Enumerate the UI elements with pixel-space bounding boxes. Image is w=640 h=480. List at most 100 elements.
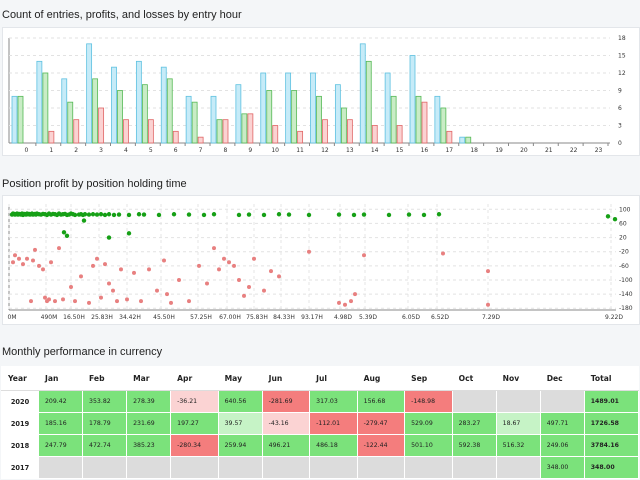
x-tick-label-1: 490M [41,314,58,321]
bar-losses-12 [322,119,328,144]
profit-point-66 [246,212,252,217]
x-tick-label-13: 13 [346,147,354,154]
loss-point-22 [95,256,99,261]
bar-losses-15 [396,125,403,144]
month-cell [356,456,406,479]
x-tick-label-11: 4.98D [334,314,352,321]
bar-losses-3 [98,107,105,144]
loss-point-52 [277,274,281,279]
loss-point-6 [31,258,35,263]
column-header-aug: Aug [356,366,406,391]
bar-entries-2 [61,78,68,144]
column-header-oct: Oct [451,366,497,391]
loss-point-12 [47,297,51,302]
loss-point-51 [269,269,273,274]
x-tick-label-10: 10 [271,147,279,154]
loss-point-34 [162,258,166,263]
profit-point-81 [64,233,70,238]
y-tick-label--180: -180 [619,305,633,312]
loss-point-31 [139,299,143,304]
loss-point-43 [222,256,226,261]
x-tick-label-2: 16.50H [63,314,85,321]
loss-point-57 [353,292,357,297]
bar-profits-15 [390,95,397,144]
bar-profits-7 [191,101,198,144]
x-tick-label-7: 7 [199,147,203,154]
bar-entries-1 [36,60,43,144]
total-cell: 3784.16 [583,434,640,457]
month-cell: 529.09 [404,412,453,435]
bar-entries-5 [135,60,142,144]
loss-point-7 [33,247,37,252]
profit-point-49 [86,212,92,217]
holding-time-chart-title: Position profit by position holding time [2,178,187,190]
loss-point-38 [187,299,191,304]
profit-point-74 [386,212,392,218]
column-header-sep: Sep [404,366,453,391]
profit-point-68 [276,212,282,217]
bar-entries-6 [160,66,167,144]
bar-entries-15 [384,72,391,144]
table-row: 2019 185.16 178.79 231.69 197.27 39.57 -43.16-… [1,412,640,435]
loss-point-55 [343,302,347,307]
bar-profits-2 [67,101,74,144]
month-cell: 259.94 [217,434,263,457]
loss-point-47 [242,293,246,298]
loss-point-45 [232,263,236,268]
bar-entries-11 [285,72,292,144]
bar-profits-12 [316,95,322,144]
profit-point-55 [111,212,117,218]
loss-point-30 [132,270,136,275]
profit-point-84 [81,218,87,223]
profit-point-72 [351,212,357,218]
loss-point-29 [125,297,129,302]
month-cell [495,456,541,479]
profit-point-82 [106,235,112,240]
loss-point-5 [29,299,33,304]
y-tick-label-60: 60 [619,220,627,227]
year-cell: 2018 [1,434,39,457]
profit-point-62 [186,212,192,217]
total-cell: 1489.01 [583,390,640,413]
entry-hour-chart-title: Count of entries, profits, and losses by… [2,9,242,21]
loss-point-59 [441,251,445,256]
bar-profits-11 [291,90,298,144]
x-tick-label-3: 3 [99,147,103,154]
bar-losses-6 [172,130,179,144]
month-cell: 486.18 [309,434,358,457]
x-tick-label-12: 5.39D [359,314,377,321]
y-tick-label--100: -100 [619,277,633,284]
profit-point-70 [306,212,312,218]
column-header-dec: Dec [539,366,585,391]
x-tick-label-12: 12 [321,147,329,154]
x-tick-label-4: 4 [124,147,128,154]
x-tick-label-20: 20 [520,147,528,154]
bar-entries-9 [235,84,242,144]
loss-point-17 [69,285,73,290]
x-tick-label-4: 34.42H [119,314,141,321]
month-cell [126,456,172,479]
month-cell: 640.56 [217,390,263,413]
loss-point-49 [252,256,256,261]
loss-point-33 [155,288,159,293]
loss-point-54 [337,300,341,305]
month-cell: 231.69 [126,412,172,435]
x-tick-label-16: 9.22D [605,314,623,321]
x-tick-label-0: 0M [8,314,17,321]
profit-point-83 [126,231,132,236]
profit-point-64 [211,212,217,217]
loss-point-15 [57,246,61,251]
profit-point-79 [612,216,618,222]
y-tick-label-15: 15 [618,53,626,60]
bar-entries-4 [111,66,117,144]
loss-point-39 [197,263,201,268]
x-tick-label-1: 1 [49,147,53,154]
month-cell: 348.00 [539,456,585,479]
loss-point-18 [73,299,77,304]
column-header-nov: Nov [495,366,541,391]
month-cell [217,456,263,479]
column-header-jan: Jan [37,366,84,391]
x-tick-label-10: 93.17H [301,314,323,321]
profit-point-76 [421,212,427,218]
